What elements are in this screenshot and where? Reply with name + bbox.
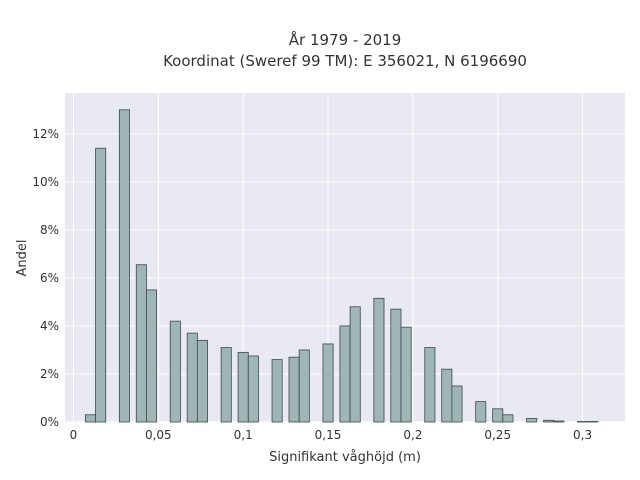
- histogram-bar: [322, 343, 334, 423]
- histogram-bar: [424, 347, 436, 423]
- histogram-bar: [84, 414, 96, 423]
- bars: [84, 109, 599, 423]
- histogram-bar: [135, 264, 147, 423]
- plot-area: 0 0,05 0,1 0,15 0,2 0,25 0,3 0% 2% 4% 6% 8% 10% 12%: [32, 93, 625, 442]
- x-tick-labels: 0 0,05 0,1 0,15 0,2 0,25 0,3: [70, 428, 592, 442]
- histogram-bar: [553, 420, 565, 423]
- histogram-bar: [237, 351, 249, 423]
- x-axis-label: Signifikant våghöjd (m): [269, 450, 421, 465]
- y-tick-label: 0%: [40, 415, 59, 429]
- histogram-bar: [247, 355, 259, 423]
- histogram-bar: [492, 408, 504, 423]
- histogram-bar: [451, 385, 463, 423]
- histogram-bar: [118, 109, 130, 423]
- histogram-bar: [298, 349, 310, 423]
- x-tick-label: 0,15: [315, 428, 342, 442]
- histogram-bar: [400, 326, 412, 423]
- histogram-bar: [349, 306, 361, 423]
- x-tick-label: 0,3: [573, 428, 592, 442]
- x-tick-label: 0: [70, 428, 78, 442]
- histogram-bar: [288, 356, 300, 423]
- y-tick-labels: 0% 2% 4% 6% 8% 10% 12%: [32, 127, 59, 429]
- histogram-bar: [373, 297, 385, 423]
- y-tick-label: 12%: [32, 127, 59, 141]
- chart-subtitle: Koordinat (Sweref 99 TM): E 356021, N 61…: [163, 52, 527, 70]
- histogram-bar: [196, 339, 208, 423]
- y-tick-label: 2%: [40, 367, 59, 381]
- histogram-bar: [220, 347, 232, 423]
- x-tick-label: 0,2: [403, 428, 422, 442]
- histogram-bar: [339, 325, 351, 423]
- x-tick-label: 0,1: [234, 428, 253, 442]
- histogram-bar: [146, 289, 158, 423]
- histogram-bar: [169, 320, 181, 423]
- histogram-bar: [95, 147, 107, 423]
- histogram-bar: [502, 414, 514, 423]
- histogram-bar: [526, 417, 538, 423]
- chart-title: År 1979 - 2019: [289, 30, 402, 49]
- y-tick-label: 10%: [32, 175, 59, 189]
- histogram-bar: [475, 401, 487, 423]
- y-tick-label: 4%: [40, 319, 59, 333]
- histogram-bar: [543, 419, 555, 423]
- x-tick-label: 0,05: [145, 428, 172, 442]
- y-tick-label: 6%: [40, 271, 59, 285]
- y-axis-label: Andel: [15, 240, 30, 277]
- histogram-bar: [271, 359, 283, 423]
- y-tick-label: 8%: [40, 223, 59, 237]
- x-tick-label: 0,25: [484, 428, 511, 442]
- histogram-bar: [186, 332, 198, 423]
- histogram-bar: [441, 368, 453, 423]
- histogram-bar: [390, 308, 402, 423]
